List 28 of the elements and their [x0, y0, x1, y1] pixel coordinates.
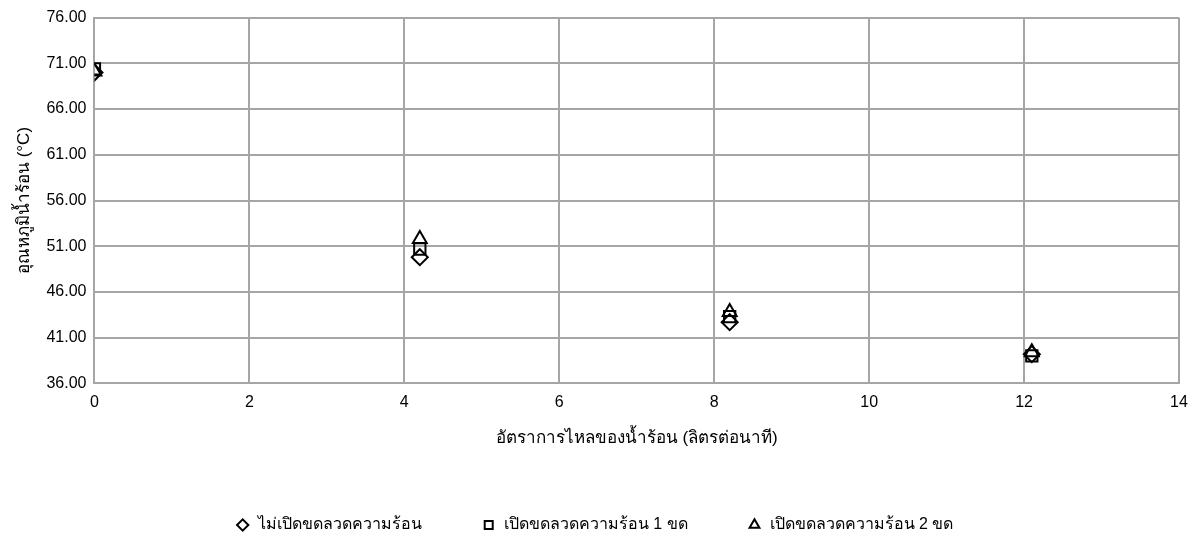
y-tick-label: 46.00: [46, 282, 87, 300]
y-tick-label: 76.00: [46, 8, 87, 26]
x-tick-label: 10: [860, 393, 879, 411]
y-axis-title: อุณหภูมิน้ำร้อน (°C): [10, 126, 34, 275]
legend-label: เปิดขดลวดความร้อน 1 ขด: [503, 515, 688, 533]
y-tick-label: 51.00: [46, 236, 87, 254]
point: [413, 242, 427, 256]
x-tick-label: 12: [1015, 393, 1034, 411]
legend-label: เปิดขดลวดความร้อน 2 ขด: [769, 515, 954, 533]
y-tick-label: 56.00: [46, 190, 87, 208]
x-tick-label: 6: [554, 393, 564, 411]
point: [720, 313, 739, 332]
point: [410, 248, 429, 267]
x-tick-label: 0: [89, 393, 99, 411]
y-tick-label: 71.00: [46, 53, 87, 71]
x-tick-label: 2: [244, 393, 254, 411]
legend-label: ไม่เปิดขดลวดความร้อน: [255, 514, 422, 533]
y-tick-label: 66.00: [46, 99, 87, 117]
x-tick-label: 4: [399, 393, 409, 411]
y-tick-label: 41.00: [46, 328, 87, 346]
y-tick-label: 36.00: [46, 373, 87, 391]
x-tick-label: 14: [1170, 393, 1188, 411]
y-tick-label: 61.00: [46, 145, 87, 163]
point: [1022, 345, 1041, 364]
x-tick-label: 8: [709, 393, 719, 411]
x-axis-title: อัตราการไหลของน้ำร้อน (ลิตรต่อนาที): [495, 425, 778, 448]
point: [1023, 343, 1040, 358]
point: [721, 303, 738, 318]
